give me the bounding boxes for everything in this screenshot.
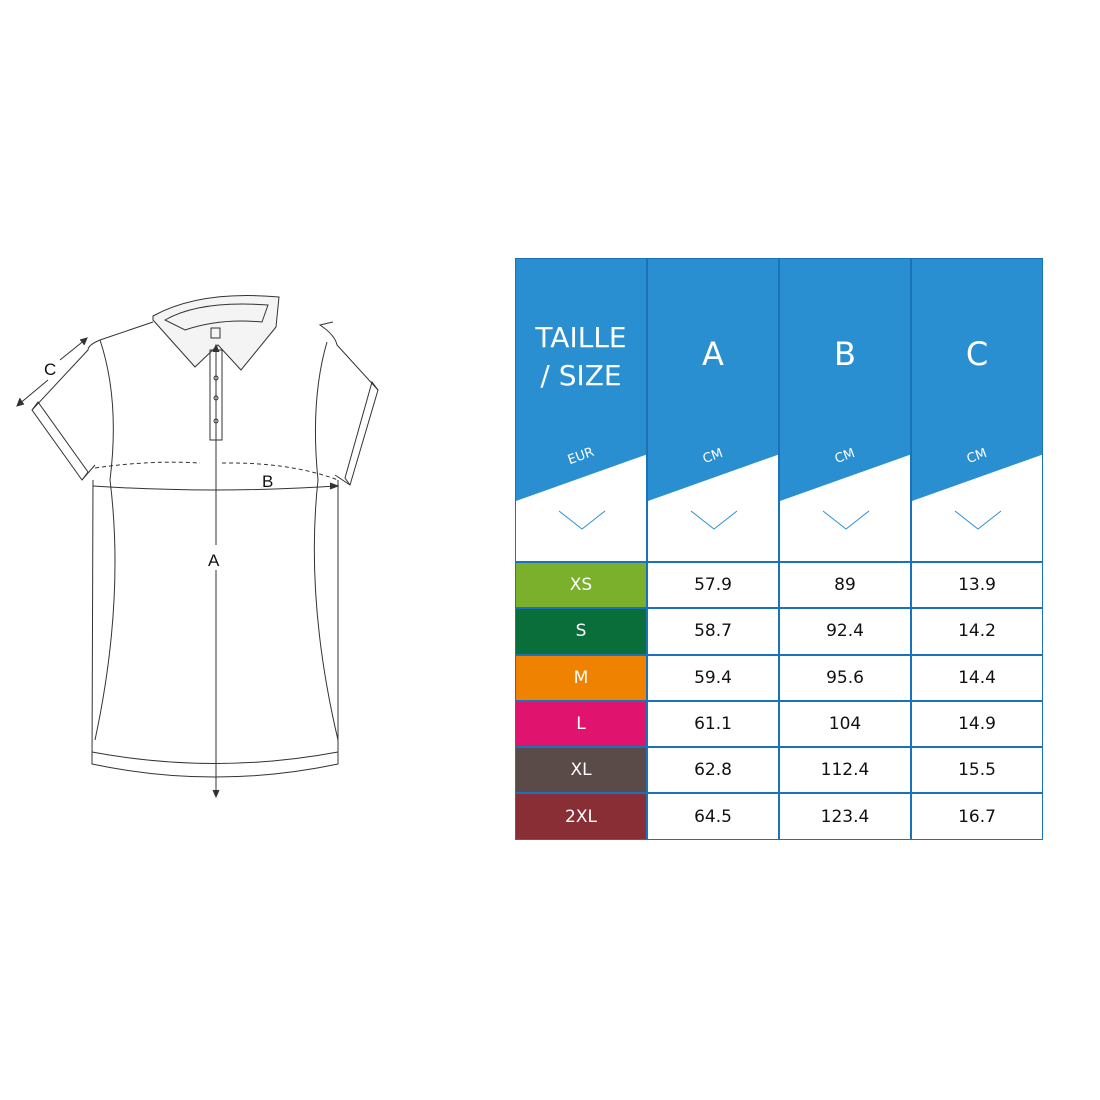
header-b: B CM	[779, 258, 911, 562]
table-row: S 58.7 92.4 14.2	[515, 608, 1043, 655]
value-b: 95.6	[779, 654, 911, 701]
chevron-down-icon	[954, 510, 1002, 530]
header-a: A CM	[647, 258, 779, 562]
header-size: TAILLE / SIZE EUR	[515, 258, 647, 562]
table-row: M 59.4 95.6 14.4	[515, 654, 1043, 701]
value-b: 104	[779, 700, 911, 748]
value-c: 15.5	[911, 747, 1043, 794]
value-b: 89	[779, 562, 911, 609]
value-c: 16.7	[911, 793, 1043, 840]
size-cell: 2XL	[515, 793, 647, 840]
table-row: L 61.1 104 14.9	[515, 700, 1043, 748]
table-header: TAILLE / SIZE EUR A CM B CM C CM	[515, 258, 1043, 562]
size-cell: L	[515, 700, 647, 748]
value-a: 61.1	[647, 700, 779, 748]
size-cell: M	[515, 654, 647, 701]
polo-shirt-diagram: B A C	[16, 295, 379, 799]
value-b: 123.4	[779, 793, 911, 840]
table-body: XS 57.9 89 13.9 S 58.7 92.4 14.2 M 59.4 95.6 14.4 L 6…	[515, 562, 1043, 840]
table-row: 2XL 64.5 123.4 16.7	[515, 793, 1043, 840]
header-taille: TAILLE	[535, 321, 627, 354]
table-row: XS 57.9 89 13.9	[515, 562, 1043, 609]
size-cell: XS	[515, 562, 647, 609]
value-c: 14.9	[911, 700, 1043, 748]
size-chart-table: TAILLE / SIZE EUR A CM B CM C CM XS 57.9 89…	[515, 258, 1043, 840]
value-c: 13.9	[911, 562, 1043, 609]
measurement-a	[212, 343, 220, 799]
value-c: 14.4	[911, 654, 1043, 701]
measurement-b	[92, 461, 340, 491]
size-cell: S	[515, 608, 647, 655]
header-c: C CM	[911, 258, 1043, 562]
value-c: 14.2	[911, 608, 1043, 655]
value-b: 92.4	[779, 608, 911, 655]
label-c: C	[44, 360, 56, 379]
value-a: 57.9	[647, 562, 779, 609]
value-a: 59.4	[647, 654, 779, 701]
table-row: XL 62.8 112.4 15.5	[515, 747, 1043, 794]
size-cell: XL	[515, 747, 647, 794]
chevron-down-icon	[690, 510, 738, 530]
chevron-down-icon	[558, 510, 606, 530]
value-a: 58.7	[647, 608, 779, 655]
shirt-outline	[31, 295, 379, 778]
value-a: 62.8	[647, 747, 779, 794]
measurement-c	[16, 337, 88, 407]
label-a: A	[208, 551, 220, 570]
chevron-down-icon	[822, 510, 870, 530]
label-b: B	[262, 472, 273, 491]
value-b: 112.4	[779, 747, 911, 794]
header-size-label: / SIZE	[540, 359, 622, 392]
value-a: 64.5	[647, 793, 779, 840]
